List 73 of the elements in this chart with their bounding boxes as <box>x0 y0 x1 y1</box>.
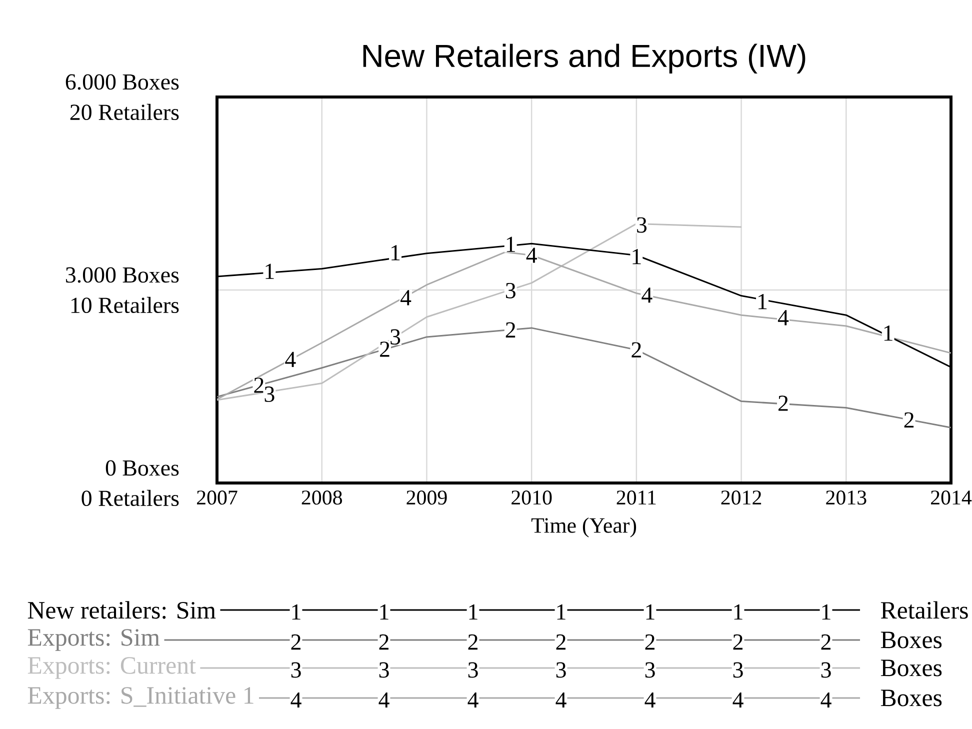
annotation: 2 <box>254 378 264 393</box>
y-tick-label: 0 Boxes <box>106 460 179 476</box>
annotation: 2 <box>778 396 788 411</box>
y2-tick-label: 0 Retailers <box>82 490 179 506</box>
annotation: 1 <box>506 236 515 252</box>
text: 3 <box>821 662 831 678</box>
text: Boxes <box>880 632 942 648</box>
text: 4 <box>732 692 744 708</box>
annotation: 4 <box>400 290 412 306</box>
text: 1 <box>469 604 478 620</box>
annotation: 2 <box>904 412 914 428</box>
annotation: 2 <box>506 322 516 338</box>
text: 3 <box>379 662 389 678</box>
text: 3 <box>556 662 566 678</box>
x-tick-label: 2011 <box>616 490 656 505</box>
x-tick-label: 2010 <box>512 490 552 505</box>
annotation: 1 <box>884 326 892 341</box>
annotation: 3 <box>390 329 400 345</box>
x-tick-label: 2007 <box>197 490 238 505</box>
x-tick-label: 2009 <box>406 490 447 505</box>
annotation: 4 <box>526 248 537 263</box>
y2-tick-label: 20 Retailers <box>70 104 179 120</box>
text: 2 <box>291 634 300 650</box>
text: 1 <box>292 604 300 620</box>
text: 3 <box>291 662 301 678</box>
annotation: 1 <box>392 245 400 260</box>
text: 4 <box>820 692 832 708</box>
chart-title: New Retailers and Exports (IW) <box>363 44 806 74</box>
y2-tick-label: 10 Retailers <box>71 296 179 314</box>
text: Exports: Current <box>28 657 196 679</box>
text: 2 <box>379 634 388 650</box>
x-tick-label: 2013 <box>826 490 866 505</box>
text: 2 <box>821 634 830 650</box>
text: 1 <box>380 604 388 620</box>
x-tick-label: 2012 <box>721 490 762 505</box>
text: 1 <box>557 604 566 620</box>
text: 3 <box>733 662 743 678</box>
annotation: 3 <box>637 217 647 233</box>
annotation: 1 <box>632 248 641 264</box>
x-axis-title: Time (Year) <box>531 517 636 538</box>
text: Retailers <box>880 601 968 619</box>
annotation: 2 <box>380 342 390 357</box>
text: Boxes <box>880 690 942 706</box>
x-tick-label: 2008 <box>302 490 342 505</box>
text: 2 <box>733 634 742 650</box>
text: 1 <box>734 604 742 620</box>
text: 4 <box>556 692 566 708</box>
annotation: 1 <box>266 264 274 279</box>
annotation: 4 <box>778 310 789 326</box>
text: 4 <box>378 692 390 708</box>
y-tick-label: 6.000 Boxes <box>66 74 179 90</box>
annotation: 1 <box>758 294 767 310</box>
text: 2 <box>468 634 478 650</box>
y-tick-label: 3.000 Boxes <box>66 267 179 283</box>
annotation: 3 <box>506 282 516 298</box>
text: Boxes <box>880 660 942 676</box>
text: 1 <box>646 604 654 620</box>
annotation: 3 <box>264 386 274 402</box>
annotation: 4 <box>642 288 652 303</box>
text: 4 <box>644 692 656 708</box>
text: 4 <box>290 692 302 708</box>
text: 2 <box>556 634 566 650</box>
text: 2 <box>645 634 654 650</box>
annotation: 2 <box>632 342 641 358</box>
text: New retailers: Sim <box>28 601 216 619</box>
annotation: 4 <box>285 352 296 368</box>
text: 1 <box>822 604 830 620</box>
text: Exports: Sim <box>28 629 160 651</box>
text: 4 <box>468 692 478 708</box>
text: 3 <box>645 662 655 678</box>
legend-label: Exports: S_Initiative 1 <box>28 687 254 709</box>
x-tick-label: 2014 <box>931 490 972 505</box>
text: 3 <box>468 662 478 678</box>
